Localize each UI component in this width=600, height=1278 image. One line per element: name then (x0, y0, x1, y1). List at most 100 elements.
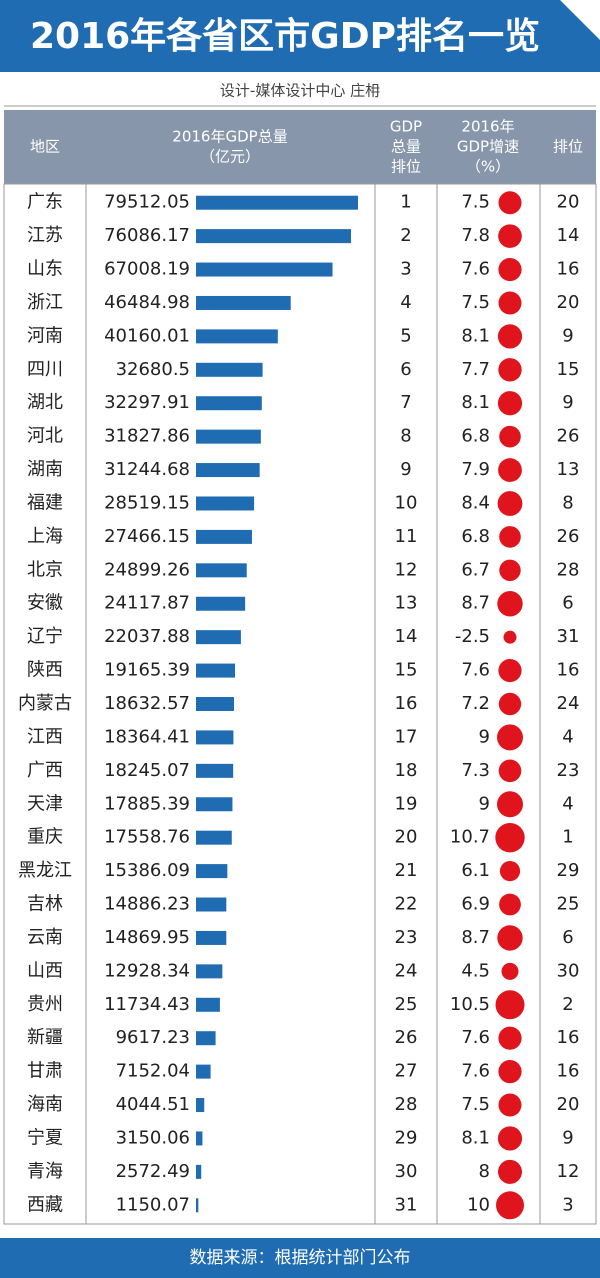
header-label: （%） (466, 158, 510, 176)
growth-dot (503, 630, 517, 644)
growth-rank: 6 (562, 593, 573, 614)
growth-dot (497, 1126, 523, 1151)
growth-value: 8.7 (461, 593, 490, 614)
gdp-value: 32297.91 (104, 392, 190, 413)
growth-value: 10.7 (450, 827, 490, 848)
growth-dot (501, 962, 519, 980)
gdp-bar (196, 262, 333, 277)
gdp-rank: 12 (395, 559, 418, 580)
growth-dot (497, 324, 523, 349)
gdp-rank: 21 (395, 860, 418, 881)
growth-rank: 29 (557, 860, 580, 881)
gdp-value: 14886.23 (104, 894, 190, 915)
growth-rank: 14 (557, 225, 580, 246)
growth-dot (499, 526, 521, 548)
growth-rank: 25 (557, 894, 580, 915)
region: 北京 (27, 559, 63, 580)
growth-value: 8.4 (461, 492, 490, 513)
gdp-bar (196, 797, 233, 812)
growth-value: 6.1 (461, 860, 490, 881)
gdp-rank: 22 (395, 894, 418, 915)
gdp-bar (196, 1198, 199, 1213)
gdp-rank: 10 (395, 492, 418, 513)
gdp-value: 17558.76 (104, 827, 190, 848)
growth-dot (499, 425, 521, 448)
corner (560, 0, 600, 40)
growth-value: 4.5 (461, 960, 490, 981)
region: 浙江 (27, 292, 63, 313)
growth-value: 10.5 (450, 994, 490, 1015)
gdp-bar (196, 329, 278, 344)
gdp-value: 46484.98 (104, 292, 190, 313)
gdp-bar (196, 897, 227, 912)
growth-dot (497, 724, 523, 751)
growth-rank: 16 (557, 660, 580, 681)
growth-rank: 20 (557, 192, 580, 213)
gdp-bar (196, 1064, 211, 1079)
region: 陕西 (27, 660, 63, 681)
growth-rank: 1 (562, 827, 573, 848)
footer-bar (0, 1238, 600, 1278)
region: 湖南 (27, 459, 63, 480)
growth-rank: 6 (562, 927, 573, 948)
growth-rank: 16 (557, 259, 580, 280)
growth-dot (498, 1159, 522, 1184)
gdp-rank: 17 (395, 726, 418, 747)
growth-dot (498, 658, 522, 683)
growth-rank: 4 (562, 726, 573, 747)
gdp-bar (196, 295, 291, 310)
gdp-rank: 31 (395, 1194, 418, 1215)
gdp-bar (196, 763, 234, 778)
gdp-value: 18245.07 (104, 760, 190, 781)
region: 黑龙江 (18, 860, 72, 881)
title-bar (0, 0, 600, 72)
gdp-value: 31244.68 (104, 459, 190, 480)
growth-rank: 9 (562, 1127, 573, 1148)
gdp-bar (196, 1131, 203, 1146)
gdp-bar (196, 964, 223, 979)
growth-dot (498, 1026, 522, 1050)
growth-value: 7.6 (461, 660, 490, 681)
growth-rank: 16 (557, 1061, 580, 1082)
growth-value: 9 (479, 726, 490, 747)
gdp-value: 7152.04 (116, 1061, 190, 1082)
gdp-bar (196, 529, 252, 544)
growth-value: 6.7 (461, 559, 490, 580)
gdp-bar (196, 1031, 216, 1046)
growth-rank: 24 (557, 693, 580, 714)
growth-rank: 8 (562, 492, 573, 513)
gdp-bar (196, 864, 228, 879)
growth-dot (497, 491, 523, 516)
gdp-value: 14869.95 (104, 927, 190, 948)
gdp-rank: 11 (395, 526, 418, 547)
gdp-value: 12928.34 (104, 960, 190, 981)
gdp-bar (196, 429, 261, 444)
growth-rank: 9 (562, 392, 573, 413)
gdp-rank: 8 (400, 426, 411, 447)
gdp-value: 22037.88 (104, 626, 190, 647)
gdp-rank: 29 (395, 1127, 418, 1148)
growth-rank: 26 (557, 426, 580, 447)
header-label: GDP (390, 118, 422, 136)
growth-rank: 9 (562, 325, 573, 346)
gdp-bar (196, 195, 358, 210)
region: 安徽 (27, 593, 63, 614)
gdp-value: 24899.26 (104, 559, 190, 580)
region: 海南 (27, 1094, 63, 1115)
region: 重庆 (27, 827, 63, 848)
source: 数据来源：根据统计部门公布 (190, 1248, 411, 1268)
gdp-bar (196, 930, 227, 945)
gdp-rank: 2 (400, 225, 411, 246)
gdp-rank: 24 (395, 960, 418, 981)
growth-value: 10 (467, 1194, 490, 1215)
growth-dot (498, 358, 522, 382)
growth-rank: 26 (557, 526, 580, 547)
gdp-value: 18364.41 (104, 726, 190, 747)
growth-value: 6.8 (461, 426, 490, 447)
growth-value: 8.1 (461, 392, 490, 413)
region: 吉林 (27, 894, 63, 915)
growth-dot (497, 391, 523, 416)
growth-dot (497, 791, 523, 818)
region: 福建 (27, 492, 63, 513)
